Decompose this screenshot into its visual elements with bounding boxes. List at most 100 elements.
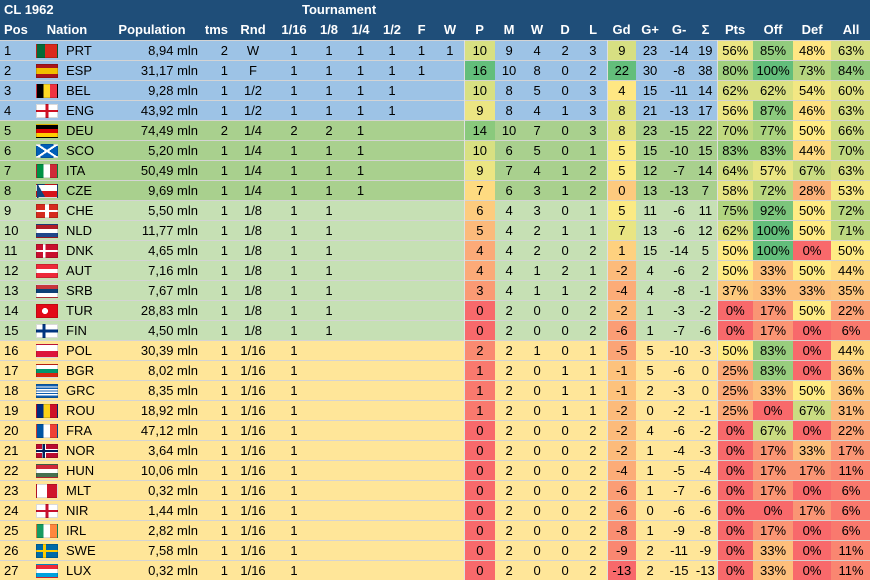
- table-row[interactable]: 9 CHE 5,50 mln 1 1/8 1 1 6 4 3 0 1 5 11 -6 11 75% 92% 50% 7…: [0, 200, 870, 221]
- header-row-2: Pos Nation Population tms Rnd 1/16 1/8 1…: [0, 20, 870, 41]
- all-pct-cell: 11%: [831, 460, 870, 481]
- rou-flag-icon: [36, 403, 58, 418]
- goals-against-cell: -15: [669, 123, 689, 138]
- col-sum[interactable]: Σ: [694, 20, 718, 41]
- draws-cell: 0: [561, 523, 569, 538]
- goal-diff-cell: -1: [606, 380, 637, 401]
- losses-cell: 1: [589, 203, 597, 218]
- teams-cell: 1: [220, 563, 229, 578]
- table-row[interactable]: 12 AUT 7,16 mln 1 1/8 1 1 4 4 1 2 1 -2 4 -6 2 50% 33% 50% 4…: [0, 260, 870, 281]
- off-pct-cell: 100%: [753, 240, 794, 261]
- col-r4[interactable]: 1/4: [344, 20, 378, 41]
- col-r8[interactable]: 1/8: [314, 20, 345, 41]
- off-pct-cell: 33%: [753, 380, 794, 401]
- nation-cell: CHE: [66, 203, 94, 218]
- wins-cell: 0: [533, 563, 541, 578]
- table-row[interactable]: 21 NOR 3,64 mln 1 1/16 1 0 2 0 0 2 -2 1 -4 -3 0% 17% 33% 1…: [0, 440, 870, 461]
- matches-cell: 10: [501, 123, 517, 138]
- table-row[interactable]: 15 FIN 4,50 mln 1 1/8 1 1 0 2 0 0 2 -6 1 -7 -6 0% 17% 0% 6%: [0, 320, 870, 341]
- col-all[interactable]: All: [831, 20, 870, 41]
- table-row[interactable]: 6 SCO 5,20 mln 1 1/4 1 1 1 10 6 5 0 1 5 15 -10 15 83% 83% 4…: [0, 140, 870, 161]
- col-tms[interactable]: tms: [202, 20, 233, 41]
- table-row[interactable]: 4 ENG 43,92 mln 1 1/2 1 1 1 1 9 8 4 1 3 8 21 -13 17 56% 87%…: [0, 100, 870, 121]
- table-row[interactable]: 3 BEL 9,28 mln 1 1/2 1 1 1 1 10 8 5 0 3 4 15 -11 14 62% 62%…: [0, 80, 870, 101]
- table-row[interactable]: 23 MLT 0,32 mln 1 1/16 1 0 2 0 0 2 -6 1 -7 -6 0% 17% 0% 6%: [0, 480, 870, 501]
- off-pct-cell: 87%: [753, 100, 794, 121]
- col-goal-diff[interactable]: Gd: [607, 20, 637, 41]
- points-cell: 0: [463, 500, 496, 521]
- ita-flag-icon: [36, 163, 58, 178]
- col-rnd[interactable]: Rnd: [232, 20, 275, 41]
- all-pct-cell: 70%: [831, 140, 870, 161]
- table-row[interactable]: 19 ROU 18,92 mln 1 1/16 1 1 2 0 1 1 -2 0 -2 -1 25% 0% 67%…: [0, 400, 870, 421]
- table-row[interactable]: 18 GRC 8,35 mln 1 1/16 1 1 2 0 1 1 -1 2 -3 0 25% 33% 50% 3…: [0, 380, 870, 401]
- col-goals-against[interactable]: G-: [664, 20, 695, 41]
- col-off[interactable]: Off: [753, 20, 794, 41]
- round-reached-cell: 1: [325, 163, 333, 178]
- col-wins[interactable]: W: [523, 20, 552, 41]
- table-row[interactable]: 5 DEU 74,49 mln 2 1/4 2 2 1 14 10 7 0 3 8 23 -15 22 70% 77…: [0, 120, 870, 141]
- table-row[interactable]: 25 IRL 2,82 mln 1 1/16 1 0 2 0 0 2 -8 1 -9 -8 0% 17% 0% 6%: [0, 520, 870, 541]
- round-reached-cell: [377, 381, 407, 401]
- sum-cell: -6: [699, 483, 712, 498]
- goals-for-cell: 15: [642, 143, 658, 158]
- def-pct-cell: 33%: [793, 280, 832, 301]
- all-pct-cell: 53%: [831, 180, 870, 201]
- table-row[interactable]: 26 SWE 7,58 mln 1 1/16 1 0 2 0 0 2 -9 2 -11 -9 0% 33% 0% 1…: [0, 540, 870, 561]
- col-final[interactable]: F: [407, 20, 437, 41]
- round-reached-cell: [436, 101, 464, 121]
- col-losses[interactable]: L: [579, 20, 608, 41]
- tournament-group-header: Tournament: [274, 0, 437, 20]
- round-reached-cell: 1: [325, 323, 333, 338]
- draws-cell: 0: [561, 143, 569, 158]
- losses-cell: 2: [589, 463, 597, 478]
- table-row[interactable]: 24 NIR 1,44 mln 1 1/16 1 0 2 0 0 2 -6 0 -6 -6 0% 0% 17% 6%: [0, 500, 870, 521]
- round-reached-cell: [436, 201, 464, 221]
- col-nation[interactable]: Nation: [32, 20, 103, 41]
- teams-cell: 1: [220, 223, 229, 238]
- fra-flag-icon: [36, 423, 58, 438]
- points-cell: 0: [463, 480, 496, 501]
- teams-cell: 1: [220, 143, 229, 158]
- goals-against-cell: -8: [673, 283, 685, 298]
- all-pct-cell: 50%: [831, 240, 870, 261]
- table-row[interactable]: 20 FRA 47,12 mln 1 1/16 1 0 2 0 0 2 -2 4 -6 -2 0% 67% 0% 2…: [0, 420, 870, 441]
- col-pos[interactable]: Pos: [0, 20, 32, 41]
- col-goals-for[interactable]: G+: [636, 20, 665, 41]
- col-points[interactable]: P: [464, 20, 496, 41]
- table-row[interactable]: 17 BGR 8,02 mln 1 1/16 1 1 2 0 1 1 -1 5 -6 0 25% 83% 0% 36…: [0, 360, 870, 381]
- sum-cell: 5: [701, 243, 709, 258]
- round-reached-cell: 1: [356, 103, 365, 118]
- wins-cell: 0: [533, 483, 541, 498]
- table-row[interactable]: 2 ESP 31,17 mln 1 F 1 1 1 1 1 16 10 8 0 2 22 30 -8 38 80% 10…: [0, 60, 870, 81]
- round-reached-cell: [407, 301, 436, 321]
- draws-cell: 1: [561, 283, 569, 298]
- round-cell: 1/8: [243, 303, 263, 318]
- table-row[interactable]: 10 NLD 11,77 mln 1 1/8 1 1 5 4 2 1 1 7 13 -6 12 62% 100% 5…: [0, 220, 870, 241]
- col-r2[interactable]: 1/2: [377, 20, 408, 41]
- col-pts-pct[interactable]: Pts: [717, 20, 754, 41]
- table-row[interactable]: 22 HUN 10,06 mln 1 1/16 1 0 2 0 0 2 -4 1 -5 -4 0% 17% 17%…: [0, 460, 870, 481]
- col-draws[interactable]: D: [551, 20, 580, 41]
- table-row[interactable]: 8 CZE 9,69 mln 1 1/4 1 1 1 7 6 3 1 2 0 13 -13 7 58% 72% 28%…: [0, 180, 870, 201]
- round-reached-cell: [377, 281, 407, 301]
- col-def[interactable]: Def: [793, 20, 832, 41]
- table-row[interactable]: 16 POL 30,39 mln 1 1/16 1 2 2 1 0 1 -5 5 -10 -3 50% 83% 0…: [0, 340, 870, 361]
- population-cell: 43,92 mln: [140, 103, 199, 118]
- table-row[interactable]: 1 PRT 8,94 mln 2 W 1 1 1 1 1 1 10 9 4 2 3 9 23 -14 19 56% 85%…: [0, 40, 870, 61]
- table-row[interactable]: 11 DNK 4,65 mln 1 1/8 1 1 4 4 2 0 2 1 15 -14 5 50% 100% 0%…: [0, 240, 870, 261]
- round-reached-cell: 1: [325, 203, 333, 218]
- nation-cell: CZE: [66, 183, 92, 198]
- draws-cell: 0: [561, 503, 569, 518]
- col-population[interactable]: Population: [102, 20, 203, 41]
- table-row[interactable]: 27 LUX 0,32 mln 1 1/16 1 0 2 0 0 2 -13 2 -15 -13 0% 33% 0…: [0, 560, 870, 580]
- round-reached-cell: [377, 401, 407, 421]
- col-matches[interactable]: M: [495, 20, 524, 41]
- col-winner[interactable]: W: [436, 20, 465, 41]
- all-pct-cell: 6%: [831, 480, 870, 501]
- col-r16[interactable]: 1/16: [274, 20, 315, 41]
- table-row[interactable]: 14 TUR 28,83 mln 1 1/8 1 1 0 2 0 0 2 -2 1 -3 -2 0% 17% 50%…: [0, 300, 870, 321]
- table-row[interactable]: 7 ITA 50,49 mln 1 1/4 1 1 1 9 7 4 1 2 5 12 -7 14 64% 57% 67…: [0, 160, 870, 181]
- table-row[interactable]: 13 SRB 7,67 mln 1 1/8 1 1 3 4 1 1 2 -4 4 -8 -1 37% 33% 33%…: [0, 280, 870, 301]
- teams-cell: 1: [220, 263, 229, 278]
